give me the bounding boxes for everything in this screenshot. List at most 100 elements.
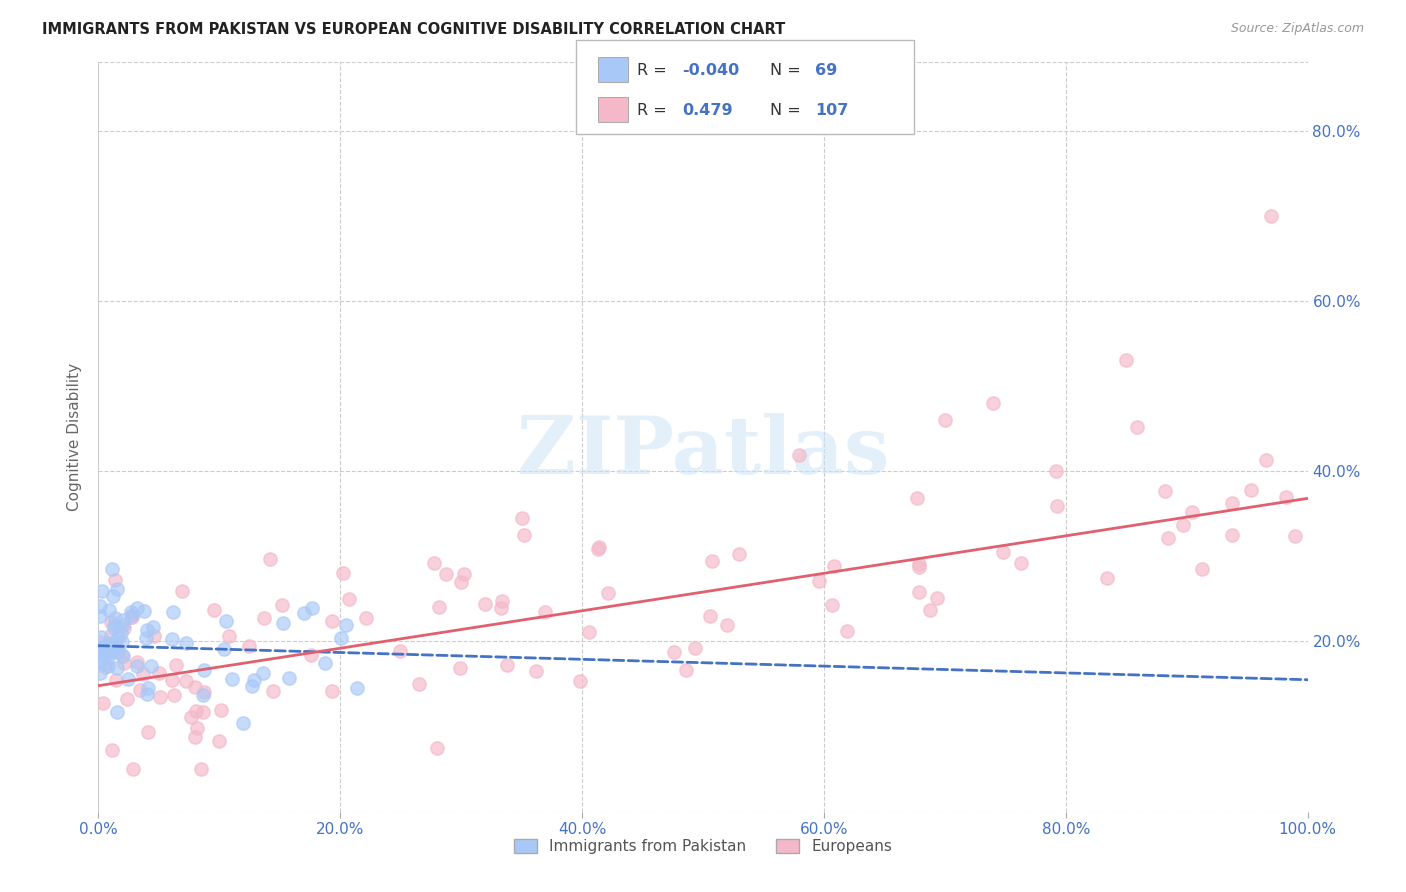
Text: R =: R = — [637, 103, 676, 119]
Point — [91, 584, 114, 599]
Point — [100, 642, 122, 657]
Point — [121, 610, 143, 624]
Point — [277, 672, 299, 686]
Point — [1046, 499, 1069, 513]
Point — [117, 692, 139, 706]
Point — [991, 545, 1014, 559]
Point — [112, 656, 135, 670]
Point — [170, 584, 193, 599]
Point — [1125, 420, 1147, 434]
Point — [131, 666, 153, 681]
Point — [132, 604, 155, 618]
Point — [1115, 353, 1137, 368]
Point — [292, 606, 315, 620]
Point — [139, 659, 162, 673]
Point — [105, 640, 128, 655]
Text: IMMIGRANTS FROM PAKISTAN VS EUROPEAN COGNITIVE DISABILITY CORRELATION CHART: IMMIGRANTS FROM PAKISTAN VS EUROPEAN COG… — [42, 22, 786, 37]
Point — [450, 574, 472, 589]
Point — [238, 639, 260, 653]
Point — [135, 623, 157, 637]
Point — [127, 659, 149, 673]
Point — [259, 552, 281, 566]
Point — [683, 640, 706, 655]
Point — [586, 542, 609, 557]
Point — [103, 618, 125, 632]
Point — [1154, 483, 1177, 498]
Point — [111, 634, 134, 648]
Point — [232, 715, 254, 730]
Point — [449, 660, 471, 674]
Point — [202, 603, 225, 617]
Point — [675, 663, 697, 677]
Point — [103, 589, 125, 603]
Point — [121, 607, 143, 622]
Point — [191, 688, 214, 702]
Point — [699, 609, 721, 624]
Point — [105, 673, 128, 687]
Y-axis label: Cognitive Disability: Cognitive Disability — [67, 363, 83, 511]
Text: 107: 107 — [815, 103, 849, 119]
Point — [89, 608, 111, 623]
Point — [787, 448, 810, 462]
Point — [97, 649, 120, 664]
Point — [1254, 452, 1277, 467]
Point — [193, 663, 215, 677]
Point — [271, 616, 294, 631]
Point — [337, 592, 360, 607]
Point — [104, 611, 127, 625]
Point — [184, 704, 207, 718]
Text: R =: R = — [637, 62, 672, 78]
Point — [184, 730, 207, 744]
Point — [1173, 518, 1195, 533]
Point — [100, 742, 122, 756]
Point — [510, 511, 533, 525]
Point — [89, 643, 111, 657]
Point — [271, 599, 294, 613]
Point — [908, 559, 931, 574]
Point — [93, 646, 115, 660]
Point — [143, 630, 166, 644]
Point — [905, 491, 928, 505]
Point — [423, 556, 446, 570]
Point — [1274, 490, 1296, 504]
Point — [426, 740, 449, 755]
Point — [117, 673, 139, 687]
Point — [90, 630, 112, 644]
Point — [148, 665, 170, 680]
Legend: Immigrants from Pakistan, Europeans: Immigrants from Pakistan, Europeans — [508, 833, 898, 860]
Point — [330, 631, 353, 645]
Point — [569, 674, 592, 689]
Point — [105, 661, 128, 675]
Point — [89, 665, 111, 680]
Point — [335, 618, 357, 632]
Point — [1045, 464, 1067, 478]
Point — [389, 644, 412, 658]
Point — [165, 657, 187, 672]
Point — [193, 706, 215, 720]
Point — [1097, 571, 1119, 585]
Point — [100, 562, 122, 576]
Point — [93, 657, 115, 672]
Point — [97, 636, 120, 650]
Point — [100, 615, 122, 629]
Point — [135, 687, 157, 701]
Point — [120, 605, 142, 619]
Point — [578, 625, 600, 640]
Point — [176, 636, 198, 650]
Text: ZIPatlas: ZIPatlas — [517, 413, 889, 491]
Point — [125, 601, 148, 615]
Point — [193, 684, 215, 698]
Point — [242, 673, 264, 687]
Point — [103, 622, 125, 636]
Point — [314, 657, 336, 671]
Point — [925, 591, 948, 606]
Point — [107, 645, 129, 659]
Point — [1010, 556, 1032, 570]
Point — [136, 681, 159, 696]
Point — [112, 621, 135, 635]
Point — [90, 641, 112, 656]
Point — [240, 679, 263, 693]
Point — [162, 605, 184, 619]
Point — [120, 610, 142, 624]
Point — [112, 648, 135, 663]
